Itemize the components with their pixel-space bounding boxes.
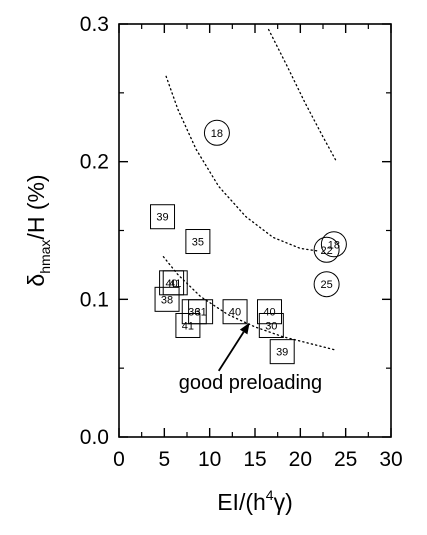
square-shape	[150, 204, 176, 230]
y-tick-label: 0.2	[80, 151, 109, 174]
annotation-arrowhead	[239, 322, 250, 335]
y-tick-label: 0.1	[80, 288, 109, 311]
marker-label: 18	[211, 128, 223, 140]
square-marker: 38	[154, 286, 180, 312]
annotation-text: good preloading	[179, 372, 322, 394]
x-tick-label: 0	[113, 448, 125, 471]
marker-label: 36	[188, 307, 200, 319]
x-title-greek: γ	[274, 489, 286, 515]
y-tick-label: 0.0	[80, 426, 109, 449]
square-shape	[269, 339, 295, 365]
square-marker: 39	[269, 339, 295, 365]
square-marker: 41	[175, 312, 201, 338]
y-tick-label: 0.3	[80, 13, 109, 36]
x-tick-label: 5	[158, 448, 170, 471]
square-marker: 30	[258, 312, 284, 338]
y-title-tail: /H (%)	[23, 174, 49, 239]
x-title-base: EI/(h	[217, 489, 266, 515]
dotted-curve	[165, 75, 320, 252]
axis-tick-labels: 0 5 10 15 20 25 30 0.0 0.1 0.2 0.3	[80, 13, 403, 471]
square-marker: 31	[188, 299, 214, 325]
marker-label: 35	[192, 237, 204, 249]
circle-shape	[320, 231, 347, 258]
square-shape	[162, 270, 188, 296]
marker-label: 40	[263, 307, 275, 319]
marker-label: 39	[156, 212, 168, 224]
dotted-curves	[162, 28, 338, 351]
x-tick-label: 15	[243, 448, 266, 471]
circle-marker: 25	[313, 271, 340, 298]
y-title-greek: δ	[23, 274, 49, 287]
square-shape	[154, 286, 180, 312]
y-axis-title: δhmax/H (%)	[23, 174, 53, 286]
circle-marker: 18	[203, 119, 230, 146]
marker-label: 40	[165, 278, 177, 290]
marker-label: 39	[276, 347, 288, 359]
x-tick-label: 20	[289, 448, 312, 471]
x-axis-title: EI/(h4γ)	[217, 487, 293, 515]
x-title-sup: 4	[266, 487, 274, 503]
square-shape	[175, 312, 201, 338]
dotted-curve	[267, 28, 338, 163]
marker-label: 31	[194, 307, 206, 319]
marker-label: 41	[182, 320, 194, 332]
annotation-arrow	[217, 331, 245, 372]
marker-label: 25	[321, 279, 333, 291]
x-tick-label: 30	[379, 448, 402, 471]
circle-marker: 22	[313, 236, 340, 263]
marker-label: 38	[161, 294, 173, 306]
square-shape	[257, 299, 283, 325]
axis-ticks	[118, 23, 392, 438]
dotted-curve	[162, 256, 338, 351]
y-title-sub: hmax	[37, 240, 53, 274]
marker-label: 30	[265, 320, 277, 332]
square-marker: 40	[222, 299, 248, 325]
square-shape	[185, 229, 211, 255]
square-marker: 41	[162, 270, 188, 296]
square-shape	[258, 312, 284, 338]
square-marker: 35	[185, 229, 211, 255]
circle-shape	[313, 236, 340, 263]
circle-shape	[203, 119, 230, 146]
circle-shape	[313, 271, 340, 298]
annotation-good-preloading: good preloading	[179, 322, 322, 394]
x-title-tail: )	[285, 489, 293, 515]
x-tick-label: 25	[334, 448, 357, 471]
square-shape	[188, 299, 214, 325]
square-marker: 39	[150, 204, 176, 230]
square-marker: 40	[257, 299, 283, 325]
marker-label: 22	[321, 245, 333, 257]
marker-label: 41	[169, 278, 181, 290]
x-tick-label: 10	[198, 448, 221, 471]
square-shape	[222, 299, 248, 325]
marker-label: 40	[229, 307, 241, 319]
